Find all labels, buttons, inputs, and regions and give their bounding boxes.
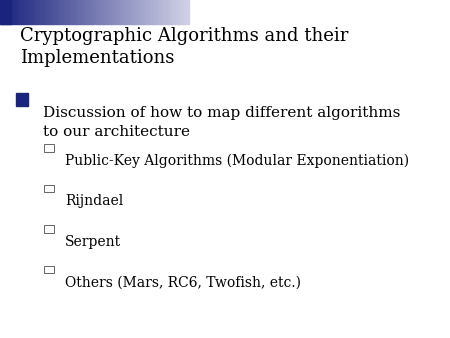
Bar [123,0,125,24]
Bar [7,0,9,24]
Bar [137,0,139,24]
Bar [161,0,163,24]
Bar [128,0,130,24]
Bar [78,0,80,24]
Bar [156,0,158,24]
Bar [140,0,142,24]
Bar [19,0,21,24]
Bar [113,0,116,24]
Bar [116,0,118,24]
Bar [81,0,83,24]
Bar [102,0,104,24]
Bar [170,0,172,24]
Bar [83,0,85,24]
Bar [132,0,135,24]
Bar [17,0,19,24]
Bar [76,0,78,24]
Bar [153,0,156,24]
Bar [21,0,23,24]
Bar [23,0,26,24]
Bar [2,0,4,24]
Bar [12,0,14,24]
Bar [44,225,54,233]
Bar [64,0,66,24]
Bar [180,0,182,24]
Bar [54,0,57,24]
Bar [149,0,151,24]
Bar [151,0,153,24]
Bar [90,0,92,24]
Bar [121,0,123,24]
Bar [68,0,71,24]
Bar [28,0,31,24]
Bar [147,0,149,24]
Bar [168,0,170,24]
Bar [59,0,61,24]
Bar [182,0,184,24]
Bar [14,0,17,24]
Bar [111,0,113,24]
Bar [184,0,187,24]
Bar [104,0,106,24]
Bar [163,0,166,24]
Bar [16,94,28,106]
Bar [166,0,168,24]
Bar [66,0,68,24]
Bar [40,0,43,24]
Bar [142,0,144,24]
Bar [0,0,2,24]
Bar [42,0,45,24]
Bar [158,0,161,24]
Bar [175,0,177,24]
Text: Rijndael: Rijndael [65,194,123,208]
Bar [106,0,109,24]
Bar [71,0,73,24]
Bar [187,0,189,24]
Text: Serpent: Serpent [65,235,122,249]
Bar [135,0,137,24]
Bar [61,0,64,24]
Bar [0,0,11,24]
Bar [94,0,97,24]
Bar [125,0,128,24]
Bar [44,185,54,192]
Bar [144,0,146,24]
Bar [45,0,47,24]
Text: Discussion of how to map different algorithms
to our architecture: Discussion of how to map different algor… [43,106,400,139]
Bar [97,0,99,24]
Bar [57,0,59,24]
Bar [31,0,33,24]
Bar [9,0,12,24]
Bar [52,0,54,24]
Text: Others (Mars, RC6, Twofish, etc.): Others (Mars, RC6, Twofish, etc.) [65,275,301,289]
Bar [130,0,132,24]
Bar [73,0,76,24]
Bar [38,0,40,24]
Text: Public-Key Algorithms (Modular Exponentiation): Public-Key Algorithms (Modular Exponenti… [65,154,410,168]
Bar [172,0,175,24]
Bar [26,0,28,24]
Bar [118,0,121,24]
Bar [33,0,36,24]
Bar [87,0,90,24]
Bar [47,0,50,24]
Bar [177,0,180,24]
Bar [4,0,7,24]
Bar [36,0,38,24]
Bar [85,0,87,24]
Bar [108,0,111,24]
Bar [44,144,54,152]
Text: Cryptographic Algorithms and their
Implementations: Cryptographic Algorithms and their Imple… [20,27,349,67]
Bar [50,0,52,24]
Bar [92,0,94,24]
Bar [44,266,54,273]
Bar [99,0,102,24]
